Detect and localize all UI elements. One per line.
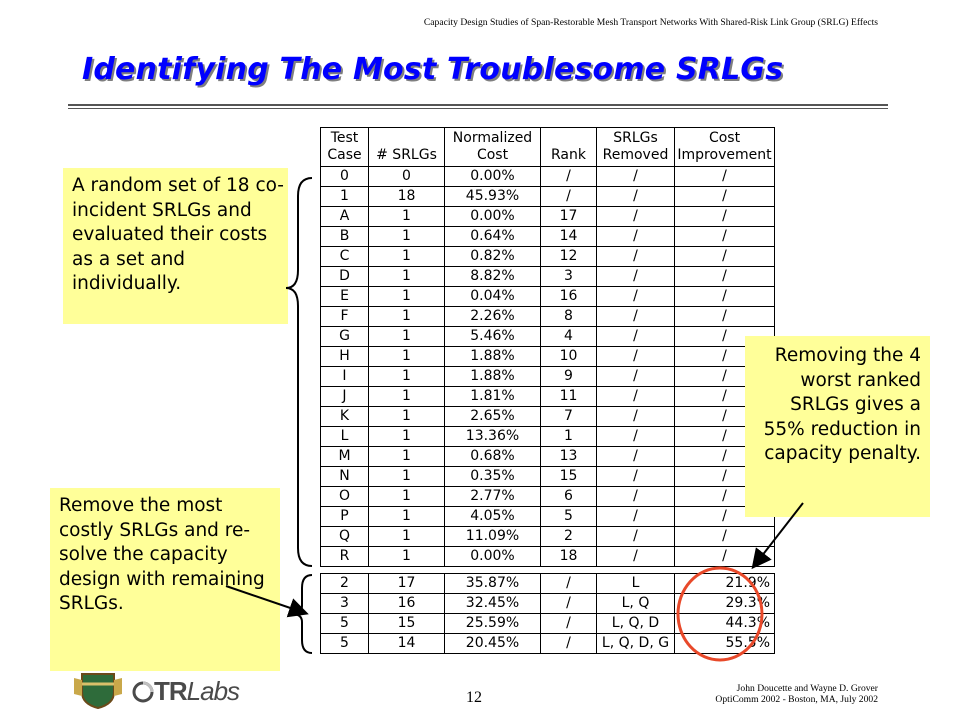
table-row: 0 0 0.00% / / /: [320, 166, 775, 187]
callout-random-set: A random set of 18 co-incident SRLGs and…: [63, 168, 288, 324]
brace-individual: [285, 177, 313, 567]
cell-rank: 11: [540, 386, 597, 407]
srlg-results-table: Test Case # SRLGs Normalized Cost Rank SRL…: [320, 127, 775, 654]
table-row: 5 14 20.45% / L, Q, D, G 55.5%: [320, 633, 775, 654]
footer-credits: John Doucette and Wayne D. Grover OptiCo…: [660, 683, 878, 705]
trlabs-logo: TRLabs: [132, 676, 240, 707]
cell-normalized-cost: 13.36%: [444, 426, 541, 447]
callout-remove-most: Remove the most costly SRLGs and re-solv…: [50, 488, 280, 671]
brace-resolve: [291, 574, 313, 654]
cell-cost-improvement: 29.3%: [674, 593, 775, 614]
table-row: Q 1 11.09% 2//: [320, 526, 775, 547]
cell-normalized-cost: 2.26%: [444, 306, 541, 327]
cell-normalized-cost: 0.00%: [444, 546, 541, 567]
cell-num-srlgs: 14: [368, 633, 445, 654]
header-normalized-cost: Normalized Cost: [444, 127, 541, 167]
cell-normalized-cost: 8.82%: [444, 266, 541, 287]
footer-authors: John Doucette and Wayne D. Grover: [736, 683, 878, 694]
callout-removing-worst: Removing the 4 worst ranked SRLGs gives …: [745, 336, 930, 517]
cell-normalized-cost: 0.00%: [444, 166, 541, 187]
table-row: B 1 0.64% 14//: [320, 226, 775, 247]
highlight-ellipse: [676, 566, 764, 662]
header-note: Capacity Design Studies of Span-Restorab…: [423, 17, 878, 28]
cell-normalized-cost: 20.45%: [444, 633, 541, 654]
table-row: 5 15 25.59% / L, Q, D 44.3%: [320, 613, 775, 634]
cell-normalized-cost: 0.64%: [444, 226, 541, 247]
cell-num-srlgs: 16: [368, 593, 445, 614]
page-number: 12: [466, 689, 482, 706]
cell-normalized-cost: 4.05%: [444, 506, 541, 527]
cell-normalized-cost: 0.35%: [444, 466, 541, 487]
arrow-to-improvement: [751, 502, 804, 570]
cell-normalized-cost: 0.68%: [444, 446, 541, 467]
cell-cost-improvement: 55.5%: [674, 633, 775, 654]
trlabs-labs: Labs: [186, 676, 240, 706]
trlabs-tr: TR: [154, 676, 188, 706]
table-row: M 1 0.68% 13//: [320, 446, 775, 467]
slide-title: Identifying The Most Troublesome SRLGs: [82, 52, 784, 87]
header-srlgs-removed: SRLGs Removed: [596, 127, 675, 167]
cell-rank: 10: [540, 346, 597, 367]
cell-test-case: 5: [320, 633, 369, 654]
title-rule-thin: [68, 108, 888, 109]
title-rule: [68, 104, 888, 106]
cell-srlgs-removed: L, Q, D, G: [596, 633, 675, 654]
table-row: G 1 5.46% 4//: [320, 326, 775, 347]
footer-venue: OptiComm 2002 - Boston, MA, July 2002: [715, 694, 878, 705]
table-row: H 1 1.88% 10//: [320, 346, 775, 367]
table-row: K 1 2.65% 7//: [320, 406, 775, 427]
trlabs-mark-icon: [132, 681, 154, 703]
cell-normalized-cost: 1.88%: [444, 346, 541, 367]
table-row: R 1 0.00% 18//: [320, 546, 775, 567]
logo-area: [68, 670, 238, 710]
university-crest-icon: [74, 673, 122, 710]
header-cost-improvement: Cost Improvement: [674, 127, 775, 167]
arrow-to-resolve: [225, 585, 309, 618]
